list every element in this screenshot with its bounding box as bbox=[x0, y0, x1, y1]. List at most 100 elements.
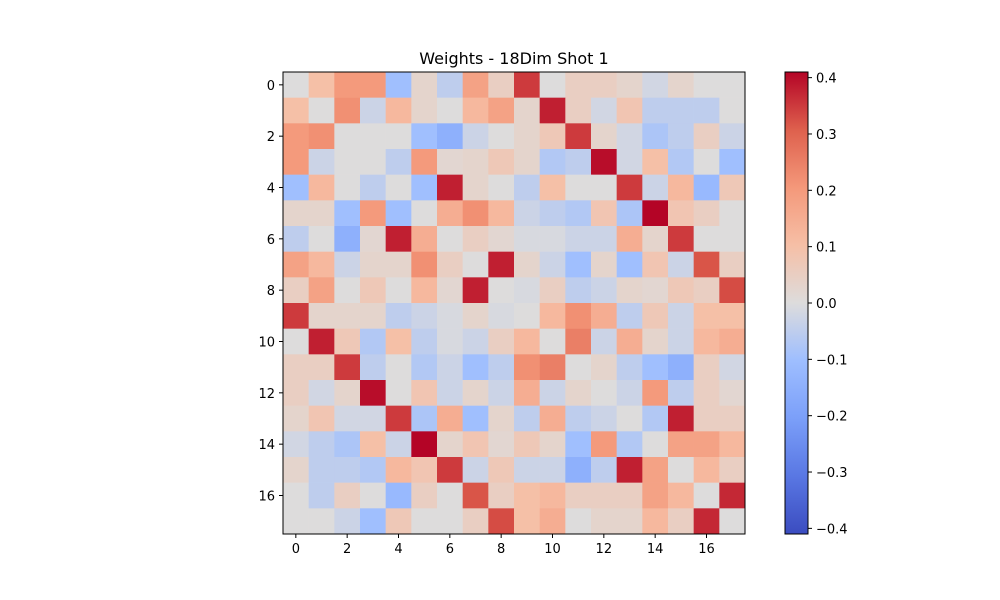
heatmap-cell bbox=[462, 174, 489, 201]
heatmap-cell bbox=[462, 200, 489, 227]
heatmap-cell bbox=[642, 123, 669, 150]
heatmap-cell bbox=[591, 97, 617, 124]
heatmap-cell bbox=[514, 149, 540, 175]
heatmap-cell bbox=[565, 431, 592, 458]
heatmap-cell bbox=[539, 226, 566, 252]
heatmap-cell bbox=[385, 174, 412, 201]
heatmap-cell bbox=[360, 200, 386, 227]
heatmap-cell bbox=[411, 277, 438, 304]
heatmap-cell bbox=[642, 226, 669, 252]
heatmap-cell bbox=[360, 380, 386, 406]
heatmap-cell bbox=[719, 303, 746, 329]
heatmap-cell bbox=[642, 431, 669, 458]
x-tick-label: 0 bbox=[292, 542, 300, 557]
heatmap-cell bbox=[488, 431, 515, 458]
heatmap-cell bbox=[462, 226, 489, 252]
heatmap-cell bbox=[514, 226, 540, 252]
heatmap-cell bbox=[591, 354, 617, 381]
heatmap-cell bbox=[308, 174, 335, 201]
heatmap-cell bbox=[437, 277, 463, 304]
heatmap-cell bbox=[668, 482, 694, 509]
heatmap-cell bbox=[565, 174, 592, 201]
heatmap-cell bbox=[437, 123, 463, 150]
heatmap-cell bbox=[514, 405, 540, 432]
heatmap-cell bbox=[462, 123, 489, 150]
heatmap-cell bbox=[642, 405, 669, 432]
heatmap-cell bbox=[616, 508, 643, 535]
heatmap-cell bbox=[462, 482, 489, 509]
heatmap-cell bbox=[616, 380, 643, 406]
colorbar-tick-label: −0.3 bbox=[816, 466, 848, 481]
heatmap-cell bbox=[437, 149, 463, 175]
heatmap-cell bbox=[385, 482, 412, 509]
heatmap-cell bbox=[437, 251, 463, 278]
heatmap-cell bbox=[693, 457, 720, 483]
heatmap-cell bbox=[385, 380, 412, 406]
heatmap-cell bbox=[616, 431, 643, 458]
heatmap-cell bbox=[334, 508, 361, 535]
colorbar-axis: 0.4 0.3 0.2 0.1 0.0 −0.1 −0.2 −0.3 −0.4 bbox=[808, 72, 848, 537]
heatmap-cell bbox=[565, 457, 592, 483]
colorbar-tick-label: 0.4 bbox=[816, 72, 837, 87]
heatmap-cell bbox=[539, 251, 566, 278]
heatmap-cell bbox=[693, 482, 720, 509]
heatmap-cell bbox=[283, 328, 309, 355]
heatmap-cell bbox=[668, 508, 694, 535]
heatmap-cell bbox=[668, 72, 694, 98]
heatmap-cell bbox=[334, 72, 361, 98]
heatmap-cell bbox=[462, 277, 489, 304]
heatmap-cell bbox=[437, 303, 463, 329]
heatmap-cell bbox=[642, 200, 669, 227]
colorbar-tick-label: −0.2 bbox=[816, 410, 848, 425]
heatmap-cell bbox=[488, 508, 515, 535]
heatmap-cell bbox=[385, 457, 412, 483]
heatmap-cell bbox=[539, 277, 566, 304]
y-tick-label: 12 bbox=[258, 387, 275, 402]
heatmap-cell bbox=[591, 251, 617, 278]
heatmap-cell bbox=[360, 508, 386, 535]
heatmap-cell bbox=[668, 457, 694, 483]
heatmap-cell bbox=[565, 303, 592, 329]
heatmap-cell bbox=[565, 380, 592, 406]
heatmap-cell bbox=[693, 508, 720, 535]
heatmap-cell bbox=[308, 508, 335, 535]
heatmap-cell bbox=[437, 380, 463, 406]
heatmap-cell bbox=[385, 226, 412, 252]
heatmap-cell bbox=[488, 200, 515, 227]
heatmap-cell bbox=[283, 303, 309, 329]
heatmap-cell bbox=[591, 303, 617, 329]
heatmap-cell bbox=[616, 123, 643, 150]
heatmap-cell bbox=[591, 226, 617, 252]
heatmap-cell bbox=[668, 380, 694, 406]
heatmap-cell bbox=[642, 380, 669, 406]
heatmap-cell bbox=[616, 328, 643, 355]
heatmap-cell bbox=[539, 149, 566, 175]
heatmap-cell bbox=[719, 72, 746, 98]
heatmap-cell bbox=[719, 123, 746, 150]
heatmap-cell bbox=[488, 303, 515, 329]
heatmap-cell bbox=[565, 482, 592, 509]
heatmap-cell bbox=[283, 72, 309, 98]
heatmap-cell bbox=[334, 97, 361, 124]
y-tick-label: 0 bbox=[267, 79, 275, 94]
heatmap-cell bbox=[360, 149, 386, 175]
heatmap-cell bbox=[591, 174, 617, 201]
heatmap-cell bbox=[411, 431, 438, 458]
heatmap-cell bbox=[565, 226, 592, 252]
heatmap-cell bbox=[539, 200, 566, 227]
heatmap-cell bbox=[308, 123, 335, 150]
heatmap-cell bbox=[514, 303, 540, 329]
heatmap-cell bbox=[514, 277, 540, 304]
heatmap-cell bbox=[283, 457, 309, 483]
heatmap-cell bbox=[539, 431, 566, 458]
heatmap-cell bbox=[437, 354, 463, 381]
heatmap-cells bbox=[283, 72, 746, 535]
heatmap-cell bbox=[360, 123, 386, 150]
heatmap-cell bbox=[642, 354, 669, 381]
heatmap-cell bbox=[385, 123, 412, 150]
heatmap-cell bbox=[591, 328, 617, 355]
heatmap-cell bbox=[462, 380, 489, 406]
heatmap-cell bbox=[591, 405, 617, 432]
heatmap-cell bbox=[539, 174, 566, 201]
heatmap-cell bbox=[488, 482, 515, 509]
